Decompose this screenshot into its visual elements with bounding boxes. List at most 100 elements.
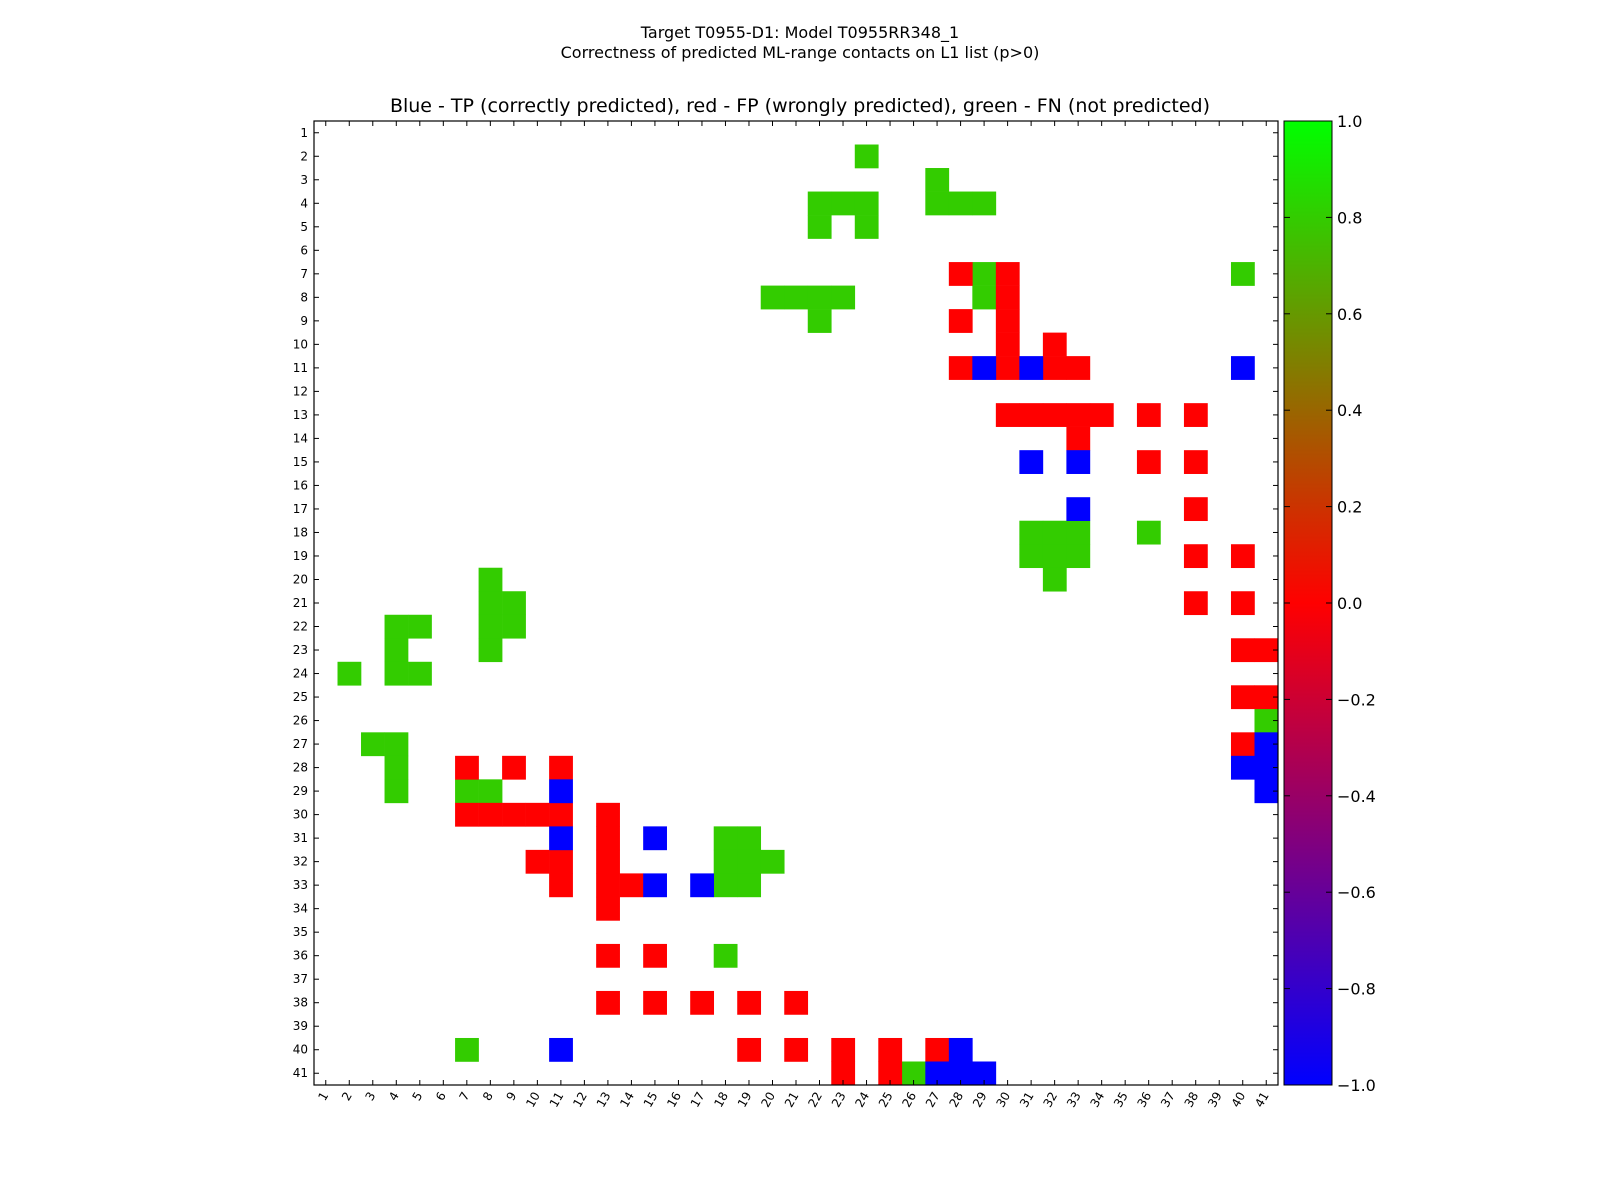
- cell-fn: [972, 262, 997, 286]
- x-tick-label: 12: [570, 1090, 590, 1110]
- cell-fn: [502, 614, 526, 639]
- colorbar-tick-label: 0.2: [1337, 498, 1362, 517]
- cell-fn: [972, 285, 997, 310]
- cell-fp: [737, 990, 762, 1015]
- x-tick-label: 32: [1040, 1090, 1060, 1110]
- x-tick-label: 21: [782, 1090, 802, 1110]
- cell-fn: [1136, 520, 1161, 545]
- x-tick-label: 25: [876, 1090, 896, 1110]
- y-tick-label: 17: [293, 502, 308, 516]
- cell-fn: [854, 215, 879, 239]
- cell-fn: [737, 849, 762, 874]
- y-tick-label: 38: [293, 996, 308, 1010]
- cell-fn: [384, 755, 409, 780]
- cell-fp: [1042, 403, 1067, 427]
- cell-fp: [1230, 638, 1255, 663]
- x-tick-label: 35: [1111, 1090, 1131, 1110]
- cell-fn: [1254, 708, 1279, 733]
- cell-fp: [549, 755, 573, 780]
- cell-fp: [1230, 732, 1255, 757]
- x-tick-label: 28: [946, 1090, 966, 1110]
- cell-tp: [1254, 732, 1279, 757]
- cell-fp: [878, 1061, 903, 1086]
- y-tick-label: 36: [293, 949, 308, 963]
- x-tick-label: 11: [547, 1090, 567, 1110]
- cell-fn: [760, 285, 785, 310]
- cell-fn: [854, 144, 879, 169]
- cell-fp: [878, 1037, 903, 1062]
- x-tick-label: 3: [362, 1090, 378, 1104]
- x-tick-label: 9: [504, 1090, 520, 1104]
- cell-fp: [690, 990, 715, 1015]
- x-tick-label: 39: [1205, 1090, 1225, 1110]
- cell-fp: [596, 826, 620, 851]
- cell-fn: [478, 591, 503, 616]
- x-tick-label: 19: [735, 1090, 755, 1110]
- cell-fp: [1183, 497, 1208, 522]
- x-tick-label: 6: [433, 1090, 449, 1104]
- cell-fp: [1183, 450, 1208, 474]
- cell-fp: [596, 943, 620, 968]
- cell-fp: [995, 262, 1020, 286]
- cell-tp: [1019, 356, 1044, 380]
- cell-fp: [478, 802, 503, 827]
- y-tick-label: 9: [300, 314, 308, 328]
- y-tick-label: 32: [293, 855, 308, 869]
- y-tick-label: 11: [293, 361, 308, 375]
- x-axis-ticks: 1 2 3 4 5 6 7 8 9 10 11 12 13 14 15 16 17 18 19 20 21 22 23 24 2…: [315, 121, 1272, 1110]
- cell-fn: [478, 567, 503, 592]
- cell-fn: [1042, 520, 1067, 545]
- x-tick-label: 20: [758, 1090, 778, 1110]
- cell-fp: [525, 802, 550, 827]
- y-tick-label: 6: [300, 243, 308, 257]
- cell-fp: [549, 849, 573, 874]
- x-tick-label: 18: [711, 1090, 731, 1110]
- y-tick-label: 18: [293, 525, 308, 539]
- cell-tp: [972, 1061, 997, 1086]
- y-tick-label: 28: [293, 761, 308, 775]
- cell-tp: [1230, 356, 1255, 380]
- x-tick-label: 13: [594, 1090, 614, 1110]
- cell-fn: [831, 285, 856, 310]
- cell-fn: [1230, 262, 1255, 286]
- cell-fn: [384, 638, 409, 663]
- cell-fn: [854, 191, 879, 216]
- cell-tp: [1254, 779, 1279, 804]
- x-tick-label: 40: [1229, 1090, 1249, 1110]
- cell-fn: [1066, 544, 1091, 569]
- colorbar-tick-label: 0.6: [1337, 305, 1362, 324]
- cell-fp: [948, 309, 973, 333]
- cell-tp: [972, 356, 997, 380]
- y-tick-label: 1: [300, 126, 308, 140]
- cell-tp: [690, 873, 715, 898]
- x-tick-label: 33: [1064, 1090, 1084, 1110]
- cell-fn: [384, 732, 409, 757]
- cell-fp: [948, 356, 973, 380]
- colorbar-tick-label: −0.4: [1337, 787, 1376, 806]
- y-tick-label: 20: [293, 572, 308, 586]
- colorbar-tick-label: 0.4: [1337, 401, 1362, 420]
- y-axis-ticks: 1234567891011121314151617181920212223242…: [293, 126, 1278, 1080]
- cell-fp: [1089, 403, 1114, 427]
- cell-fp: [1066, 356, 1091, 380]
- cell-fp: [831, 1061, 856, 1086]
- cell-fn: [384, 614, 409, 639]
- y-tick-label: 31: [293, 831, 308, 845]
- y-tick-label: 25: [293, 690, 308, 704]
- cell-fp: [596, 873, 620, 898]
- x-tick-label: 17: [688, 1090, 708, 1110]
- cell-fp: [596, 896, 620, 921]
- cell-fp: [596, 990, 620, 1015]
- cell-fp: [502, 755, 526, 780]
- cell-tp: [1230, 755, 1255, 780]
- cell-fn: [713, 826, 738, 851]
- cell-fn: [337, 661, 362, 686]
- cell-fp: [995, 403, 1020, 427]
- cell-fn: [1042, 544, 1067, 569]
- y-tick-label: 4: [300, 196, 308, 210]
- x-tick-label: 36: [1135, 1090, 1155, 1110]
- cell-fp: [1066, 426, 1091, 451]
- cell-fp: [643, 943, 667, 968]
- y-tick-label: 26: [293, 714, 308, 728]
